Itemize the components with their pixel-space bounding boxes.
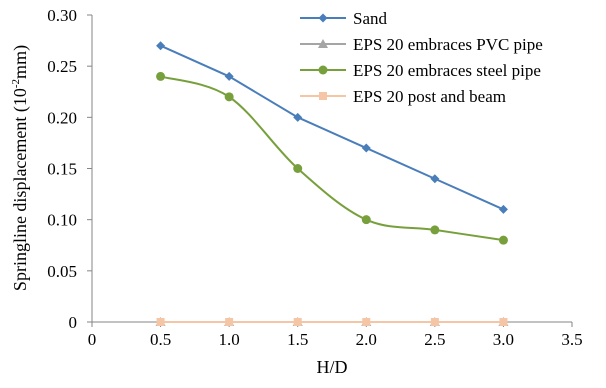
data-point xyxy=(156,71,166,81)
data-point xyxy=(156,318,165,326)
legend-label: Sand xyxy=(353,9,388,28)
x-tick-label: 3.5 xyxy=(561,330,582,349)
data-point xyxy=(430,225,440,235)
x-tick-label: 2.0 xyxy=(356,330,377,349)
y-tick-label: 0.20 xyxy=(47,108,77,127)
x-tick-label: 1.5 xyxy=(287,330,308,349)
series-square xyxy=(156,318,508,326)
y-axis-title: Springline displacement (10-2mm) xyxy=(10,45,31,291)
legend-item: Sand xyxy=(300,9,388,28)
legend: Sand EPS 20 embraces PVC pipe EPS 20 embra… xyxy=(300,9,543,106)
y-axis-title-main: Springline displacement (10 xyxy=(10,88,31,291)
data-point xyxy=(224,71,234,81)
data-point xyxy=(499,318,508,326)
data-point xyxy=(224,92,234,102)
series-diamond xyxy=(156,41,508,214)
x-tick-label: 3.0 xyxy=(493,330,514,349)
legend-swatch-marker xyxy=(318,65,328,75)
legend-swatch-marker xyxy=(318,39,328,48)
legend-swatch-marker xyxy=(319,92,327,100)
data-point xyxy=(156,41,166,51)
x-ticks: 0 0.5 1.0 1.5 2.0 2.5 3.0 3.5 xyxy=(88,322,583,349)
data-point xyxy=(498,204,508,214)
y-tick-label: 0.30 xyxy=(47,6,77,25)
x-axis-title: H/D xyxy=(317,357,348,377)
y-tick-label: 0 xyxy=(69,313,78,332)
y-tick-label: 0.05 xyxy=(47,262,77,281)
legend-label: EPS 20 embraces PVC pipe xyxy=(353,35,543,54)
legend-label: EPS 20 post and beam xyxy=(353,87,506,106)
data-point xyxy=(225,318,234,326)
data-point xyxy=(361,143,371,153)
y-ticks: 0 0.05 0.10 0.15 0.20 0.25 0.30 xyxy=(47,6,92,332)
x-tick-label: 0.5 xyxy=(150,330,171,349)
x-tick-label: 2.5 xyxy=(424,330,445,349)
legend-swatch-marker xyxy=(318,13,328,23)
y-axis-title-exponent: -2 xyxy=(10,79,22,88)
data-point xyxy=(362,318,371,326)
x-tick-label: 0 xyxy=(88,330,97,349)
y-tick-label: 0.15 xyxy=(47,160,77,179)
series-circle xyxy=(156,71,508,245)
series-line xyxy=(160,44,504,211)
y-tick-label: 0.25 xyxy=(47,57,77,76)
data-point xyxy=(361,215,371,225)
data-point xyxy=(293,318,302,326)
legend-item: EPS 20 embraces steel pipe xyxy=(300,61,541,80)
y-tick-label: 0.10 xyxy=(47,211,77,230)
data-point xyxy=(498,235,508,245)
data-point xyxy=(293,164,303,173)
legend-item: EPS 20 post and beam xyxy=(300,87,506,106)
legend-item: EPS 20 embraces PVC pipe xyxy=(300,35,543,54)
y-axis-title-unit: mm) xyxy=(10,45,31,79)
plot-series xyxy=(155,41,509,326)
x-tick-label: 1.0 xyxy=(219,330,240,349)
data-point xyxy=(430,174,440,184)
data-point xyxy=(293,112,303,122)
legend-label: EPS 20 embraces steel pipe xyxy=(353,61,541,80)
data-point xyxy=(430,318,439,326)
